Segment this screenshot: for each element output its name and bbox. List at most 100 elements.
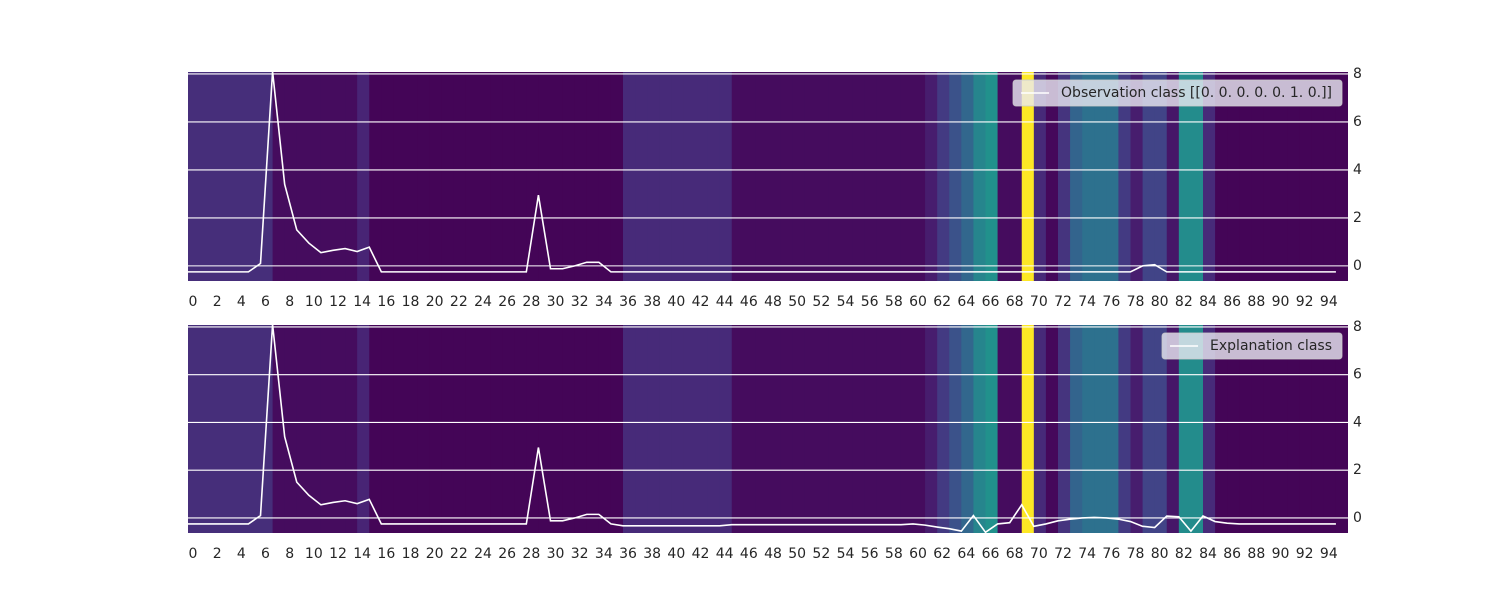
heat-cell xyxy=(1251,72,1265,281)
heat-cell xyxy=(1033,72,1047,281)
x-tick-label: 22 xyxy=(450,546,468,562)
x-tick-label: 10 xyxy=(305,546,323,562)
x-tick-label: 24 xyxy=(474,294,492,310)
x-tick-label: 28 xyxy=(522,294,540,310)
heat-cell xyxy=(1070,325,1083,533)
heat-cell xyxy=(1130,72,1144,281)
heat-cell xyxy=(671,72,685,281)
heat-cell xyxy=(538,72,552,281)
heat-cell xyxy=(188,325,201,533)
x-tick-label: 86 xyxy=(1223,294,1241,310)
heat-cell xyxy=(574,72,588,281)
heat-cell xyxy=(320,72,334,281)
x-tick-label: 28 xyxy=(522,546,540,562)
heat-cell xyxy=(1094,72,1107,281)
heat-cell xyxy=(1190,325,1204,533)
heat-cell xyxy=(1215,325,1228,533)
heat-cell xyxy=(212,72,225,281)
legend: Observation class [[0. 0. 0. 0. 0. 1. 0.… xyxy=(1012,79,1343,107)
heat-cell xyxy=(997,72,1011,281)
x-tick-label: 50 xyxy=(788,546,806,562)
heat-cell xyxy=(900,325,914,533)
heat-cell xyxy=(852,325,866,533)
x-tick-label: 14 xyxy=(353,546,371,562)
y-tick-label: 4 xyxy=(1353,162,1362,178)
heat-cell xyxy=(224,72,237,281)
x-tick-label: 30 xyxy=(547,546,565,562)
heat-cell xyxy=(441,325,455,533)
heat-cell xyxy=(1070,72,1083,281)
heat-cell xyxy=(514,325,527,533)
heat-cell xyxy=(1203,72,1216,281)
x-tick-label: 68 xyxy=(1006,294,1024,310)
heat-cell xyxy=(1058,72,1071,281)
x-tick-label: 60 xyxy=(909,546,927,562)
heat-cell xyxy=(1082,72,1095,281)
y-tick-label: 6 xyxy=(1353,367,1362,383)
heat-cell xyxy=(961,72,975,281)
heat-cell xyxy=(1275,325,1289,533)
heat-cell xyxy=(768,72,781,281)
x-tick-label: 2 xyxy=(213,546,222,562)
heat-cell xyxy=(1118,72,1132,281)
heat-cell xyxy=(1335,72,1348,281)
heat-cell xyxy=(188,72,201,281)
heat-cell xyxy=(1323,325,1337,533)
x-tick-label: 6 xyxy=(261,546,270,562)
x-tick-label: 8 xyxy=(285,294,294,310)
heat-cell xyxy=(369,72,382,281)
x-tick-label: 12 xyxy=(329,294,347,310)
x-tick-label: 0 xyxy=(189,546,198,562)
heat-cell xyxy=(695,72,709,281)
heat-cell xyxy=(828,72,842,281)
heat-cell xyxy=(441,72,455,281)
heat-cell xyxy=(236,72,250,281)
heat-cell xyxy=(272,325,286,533)
heat-cell xyxy=(550,72,564,281)
heat-cell xyxy=(308,72,322,281)
x-tick-label: 70 xyxy=(1030,546,1048,562)
x-tick-label: 16 xyxy=(377,546,395,562)
x-tick-label: 52 xyxy=(812,294,830,310)
heat-cell xyxy=(1299,72,1313,281)
heat-cell xyxy=(816,325,830,533)
x-tick-label: 58 xyxy=(885,294,903,310)
x-tick-label: 66 xyxy=(982,294,1000,310)
heat-cell xyxy=(465,325,479,533)
x-tick-label: 32 xyxy=(571,294,589,310)
heat-cell xyxy=(755,72,769,281)
x-tick-label: 68 xyxy=(1006,546,1024,562)
x-tick-label: 42 xyxy=(692,294,710,310)
heat-cell xyxy=(224,325,237,533)
heat-cell xyxy=(925,325,938,533)
heat-cell xyxy=(985,72,999,281)
plot-area xyxy=(188,72,1348,281)
heat-cell xyxy=(1311,325,1325,533)
heat-cell xyxy=(405,72,419,281)
y-tick-label: 4 xyxy=(1353,414,1362,430)
x-tick-label: 26 xyxy=(498,546,516,562)
heat-cell xyxy=(236,325,250,533)
x-tick-label: 36 xyxy=(619,294,637,310)
heat-cell xyxy=(1203,325,1216,533)
heat-cell xyxy=(961,325,975,533)
heat-cell xyxy=(272,72,286,281)
x-tick-label: 50 xyxy=(788,294,806,310)
x-tick-label: 22 xyxy=(450,294,468,310)
heat-cell xyxy=(550,325,564,533)
x-tick-label: 82 xyxy=(1175,294,1193,310)
heat-cell xyxy=(296,72,310,281)
heat-cell xyxy=(659,72,672,281)
x-tick-label: 64 xyxy=(957,546,975,562)
heat-cell xyxy=(538,325,552,533)
heat-cell xyxy=(1106,72,1120,281)
x-tick-label: 34 xyxy=(595,294,613,310)
heat-cell xyxy=(647,72,660,281)
heat-cell xyxy=(453,325,467,533)
heat-cell xyxy=(1033,325,1047,533)
heat-cell xyxy=(864,325,878,533)
x-tick-label: 36 xyxy=(619,546,637,562)
y-tick-label: 0 xyxy=(1353,258,1362,274)
heat-cell xyxy=(393,325,407,533)
heat-cell xyxy=(562,325,576,533)
